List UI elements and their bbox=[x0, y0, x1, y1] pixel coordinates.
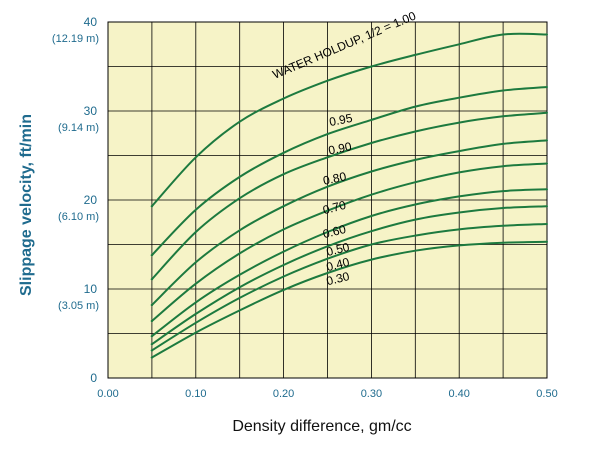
x-tick-label: 0.20 bbox=[273, 388, 294, 400]
series-start-point-3 bbox=[150, 303, 154, 307]
series-start-point-4 bbox=[150, 319, 154, 323]
y-tick-metric-label: (3.05 m) bbox=[58, 300, 99, 312]
series-start-point-8 bbox=[150, 356, 154, 359]
series-start-point-1 bbox=[150, 253, 154, 257]
y-tick-metric-label: (9.14 m) bbox=[58, 122, 99, 134]
y-tick-label: 40 bbox=[84, 15, 98, 29]
series-line-3 bbox=[150, 139, 548, 306]
curve-label-1: 0.95 bbox=[328, 111, 354, 129]
y-axis-title: Slippage velocity, ft/min bbox=[18, 114, 35, 296]
series-line-0 bbox=[150, 32, 548, 208]
grid bbox=[108, 22, 547, 378]
series-group bbox=[150, 32, 548, 359]
curve-label-2: 0.90 bbox=[327, 139, 353, 157]
series-line-1 bbox=[150, 86, 548, 257]
y-tick-label: 20 bbox=[84, 193, 98, 207]
curve-label-7: 0.40 bbox=[325, 255, 351, 274]
x-tick-label: 0.30 bbox=[361, 388, 382, 400]
series-start-point-5 bbox=[150, 334, 154, 338]
series-line-8 bbox=[150, 240, 548, 359]
series-line-7 bbox=[150, 223, 548, 352]
series-start-point-7 bbox=[150, 349, 154, 352]
x-tick-label: 0.00 bbox=[97, 388, 118, 400]
series-start-point-6 bbox=[150, 342, 154, 346]
curve-label-3: 0.80 bbox=[322, 169, 348, 188]
x-tick-label: 0.40 bbox=[448, 388, 469, 400]
x-axis-title: Density difference, gm/cc bbox=[232, 418, 411, 435]
series-start-point-2 bbox=[150, 278, 154, 281]
curve-label-5: 0.60 bbox=[321, 222, 347, 241]
y-tick-metric-label: (12.19 m) bbox=[52, 33, 99, 45]
series-line-4 bbox=[150, 162, 548, 322]
curve-label-8: 0.30 bbox=[325, 269, 351, 288]
series-line-6 bbox=[150, 205, 548, 346]
x-tick-label: 0.10 bbox=[185, 388, 206, 400]
y-tick-label: 0 bbox=[90, 371, 97, 385]
series-line-5 bbox=[150, 188, 548, 338]
series-start-point-0 bbox=[150, 205, 154, 208]
series-line-2 bbox=[150, 111, 548, 281]
x-tick-label: 0.50 bbox=[536, 388, 557, 400]
y-tick-metric-label: (6.10 m) bbox=[58, 211, 99, 223]
y-tick-label: 10 bbox=[84, 282, 98, 296]
y-tick-label: 30 bbox=[84, 104, 98, 118]
curve-label-4: 0.70 bbox=[321, 198, 347, 217]
y-axis-ticks: 0 10 (3.05 m) 20 (6.10 m) 30 (9.14 m) 40 (12.19 … bbox=[52, 15, 99, 385]
x-axis-ticks: 0.00 0.10 0.20 0.30 0.40 0.50 bbox=[97, 388, 557, 400]
curve-label-6: 0.50 bbox=[325, 240, 351, 259]
